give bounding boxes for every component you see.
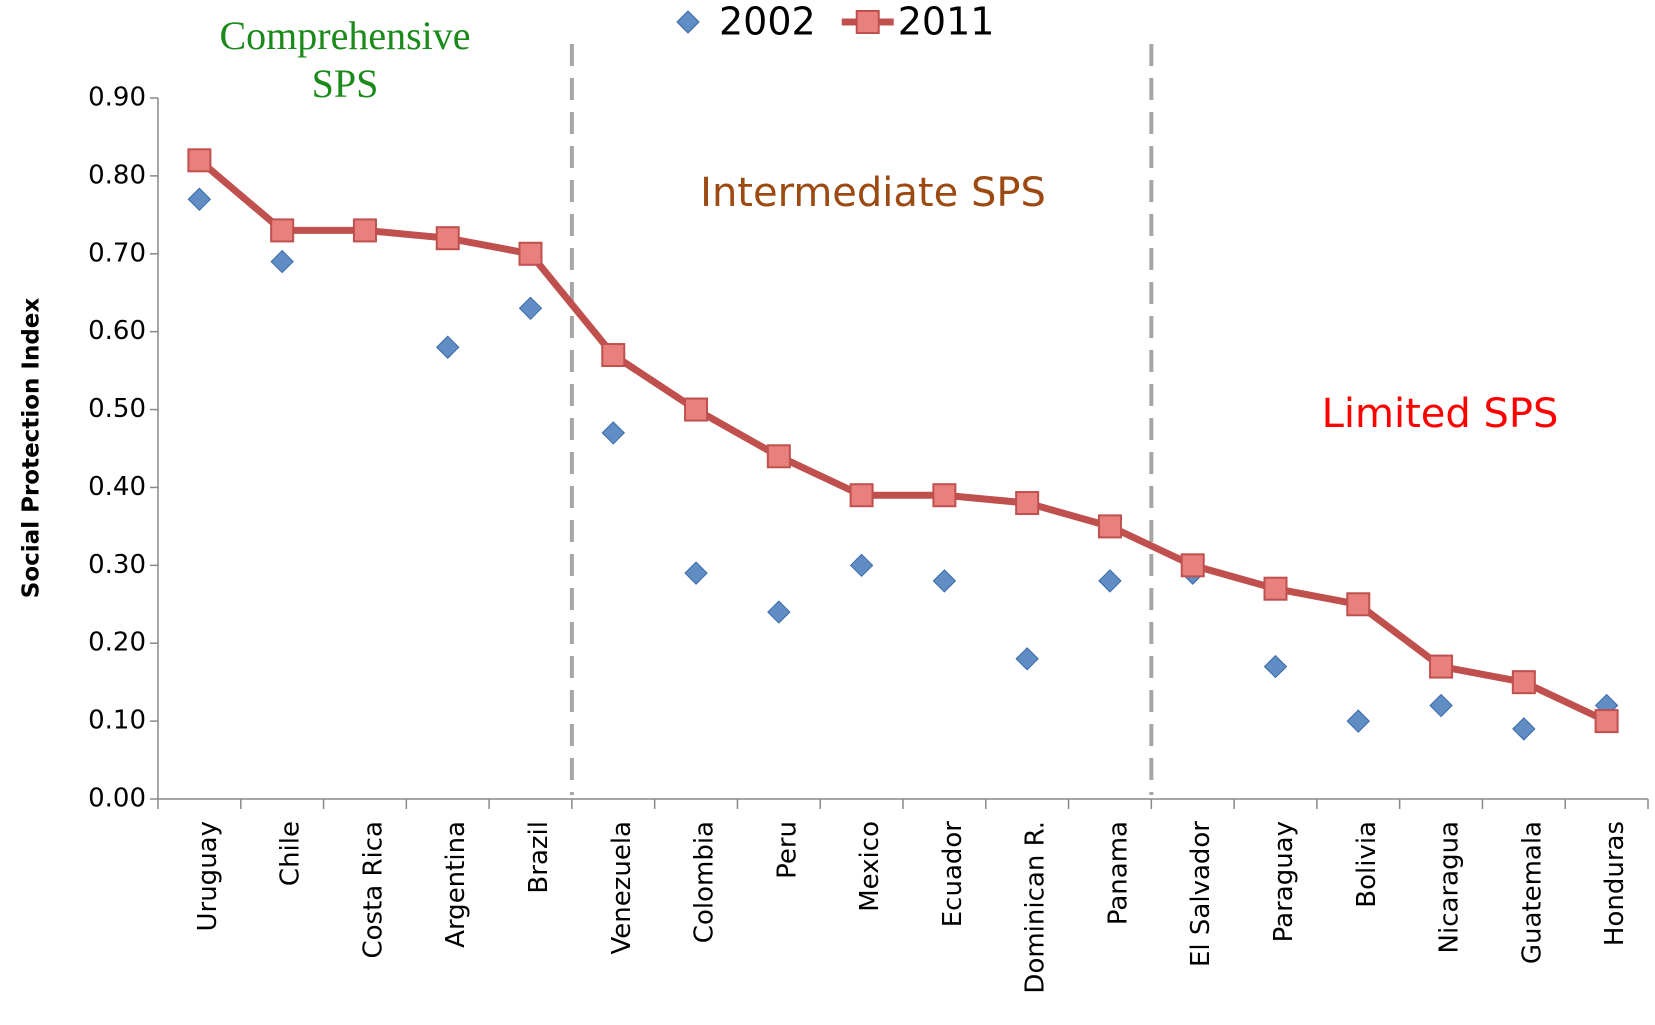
- data-point: [187, 148, 212, 173]
- data-point: [1098, 569, 1122, 593]
- data-point: [1429, 654, 1454, 679]
- data-point: [1097, 514, 1122, 539]
- x-tick-label: Bolivia: [1352, 821, 1382, 908]
- x-tick-label: Panama: [1103, 821, 1133, 925]
- y-tick-label: 0.80: [88, 160, 146, 190]
- data-point: [436, 335, 460, 359]
- data-point: [352, 218, 377, 243]
- data-point: [1180, 553, 1205, 578]
- data-point: [270, 218, 295, 243]
- data-point: [932, 483, 957, 508]
- data-point: [1511, 670, 1536, 695]
- data-point: [1594, 709, 1619, 734]
- y-tick-label: 0.90: [88, 83, 146, 113]
- y-tick-label: 0.70: [88, 238, 146, 268]
- data-point: [932, 569, 957, 593]
- x-tick-label: El Salvador: [1186, 821, 1216, 967]
- annotation: Comprehensive: [219, 13, 470, 58]
- x-tick-label: Ecuador: [938, 821, 968, 928]
- x-tick-label: Venezuela: [607, 821, 637, 955]
- x-tick-label: Mexico: [855, 821, 885, 912]
- annotation: SPS: [312, 61, 379, 106]
- data-point: [1263, 654, 1288, 679]
- x-tick-label: Honduras: [1600, 821, 1630, 946]
- legend-symbol: [855, 10, 880, 34]
- data-point: [767, 600, 791, 624]
- x-tick-label: Brazil: [524, 821, 554, 894]
- x-tick-label: Peru: [772, 821, 802, 879]
- data-point: [518, 241, 543, 266]
- data-point: [1015, 491, 1040, 516]
- data-point: [684, 397, 709, 422]
- data-point: [518, 296, 543, 321]
- y-tick-label: 0.10: [88, 706, 146, 736]
- data-point: [1512, 717, 1536, 741]
- legend-label: 2002: [719, 0, 816, 44]
- data-point: [601, 421, 625, 445]
- data-point: [435, 226, 460, 251]
- x-tick-label: Chile: [276, 821, 306, 886]
- annotation: Intermediate SPS: [700, 170, 1046, 216]
- x-tick-label: Dominican R.: [1021, 821, 1051, 994]
- data-point: [601, 343, 626, 368]
- x-tick-label: Paraguay: [1269, 821, 1299, 942]
- data-point: [1346, 592, 1371, 617]
- data-point: [1263, 576, 1288, 601]
- series-line: [197, 157, 1609, 725]
- data-point: [1429, 693, 1453, 718]
- y-tick-label: 0.30: [88, 550, 146, 580]
- y-tick-label: 0.40: [88, 472, 146, 502]
- y-tick-label: 0.60: [88, 316, 146, 346]
- y-tick-label: 0.00: [88, 784, 146, 814]
- x-tick-label: Guatemala: [1517, 821, 1547, 964]
- y-tick-label: 0.20: [88, 628, 146, 658]
- y-axis-label: Social Protection Index: [19, 298, 45, 599]
- x-tick-label: Argentina: [441, 821, 471, 948]
- data-point: [849, 553, 874, 578]
- x-tick-label: Costa Rica: [358, 821, 388, 959]
- data-point: [766, 444, 791, 469]
- legend-symbol: [676, 10, 700, 34]
- x-tick-label: Uruguay: [193, 821, 223, 932]
- data-point: [270, 249, 294, 274]
- data-point: [684, 561, 708, 585]
- data-point: [849, 483, 874, 508]
- data-point: [187, 187, 212, 211]
- x-tick-label: Nicaragua: [1435, 821, 1465, 953]
- legend-label: 2011: [898, 0, 995, 44]
- data-point: [1015, 647, 1039, 671]
- y-tick-label: 0.50: [88, 394, 146, 424]
- data-point: [1346, 709, 1370, 733]
- annotation: Limited SPS: [1322, 391, 1559, 437]
- x-tick-label: Colombia: [690, 821, 720, 943]
